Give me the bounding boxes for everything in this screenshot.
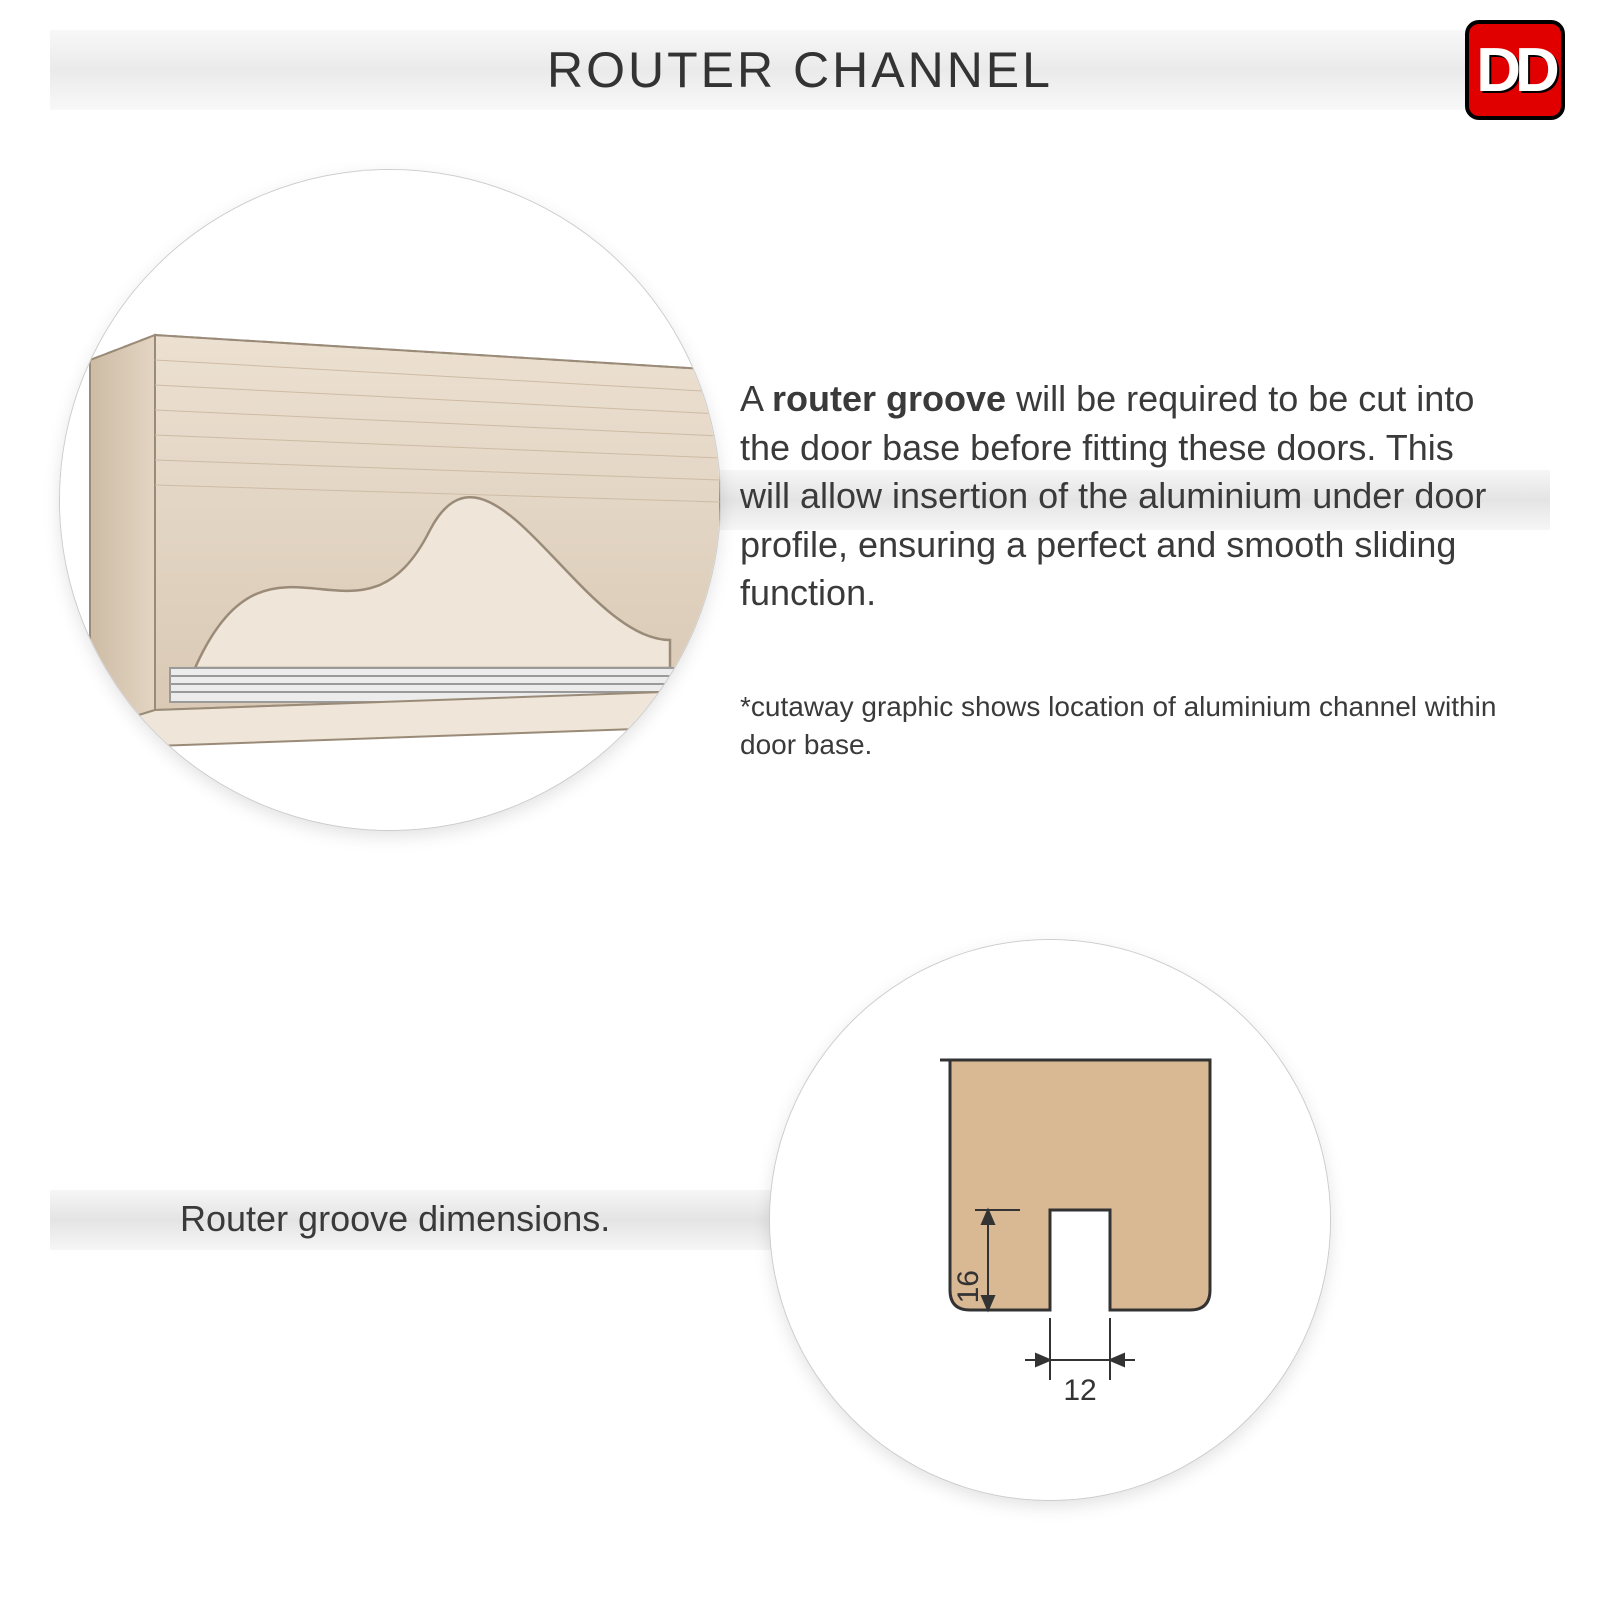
brand-logo: DD	[1465, 20, 1565, 120]
cross-section-svg: 16 12	[770, 940, 1330, 1500]
brand-logo-text: DD	[1476, 35, 1554, 106]
header-band: ROUTER CHANNEL	[50, 30, 1550, 110]
cross-section-illustration: 16 12	[770, 940, 1330, 1500]
cutaway-svg	[60, 170, 720, 830]
page-title: ROUTER CHANNEL	[547, 41, 1053, 99]
dim-height-value: 16	[952, 1270, 985, 1303]
desc-pre: A	[740, 378, 772, 419]
dimensions-label: Router groove dimensions.	[180, 1198, 610, 1240]
description-text: A router groove will be required to be c…	[740, 375, 1510, 618]
cutaway-illustration	[60, 170, 720, 830]
caption-text: *cutaway graphic shows location of alumi…	[740, 688, 1510, 764]
dim-width-value: 12	[1063, 1374, 1096, 1407]
desc-bold: router groove	[772, 378, 1006, 419]
